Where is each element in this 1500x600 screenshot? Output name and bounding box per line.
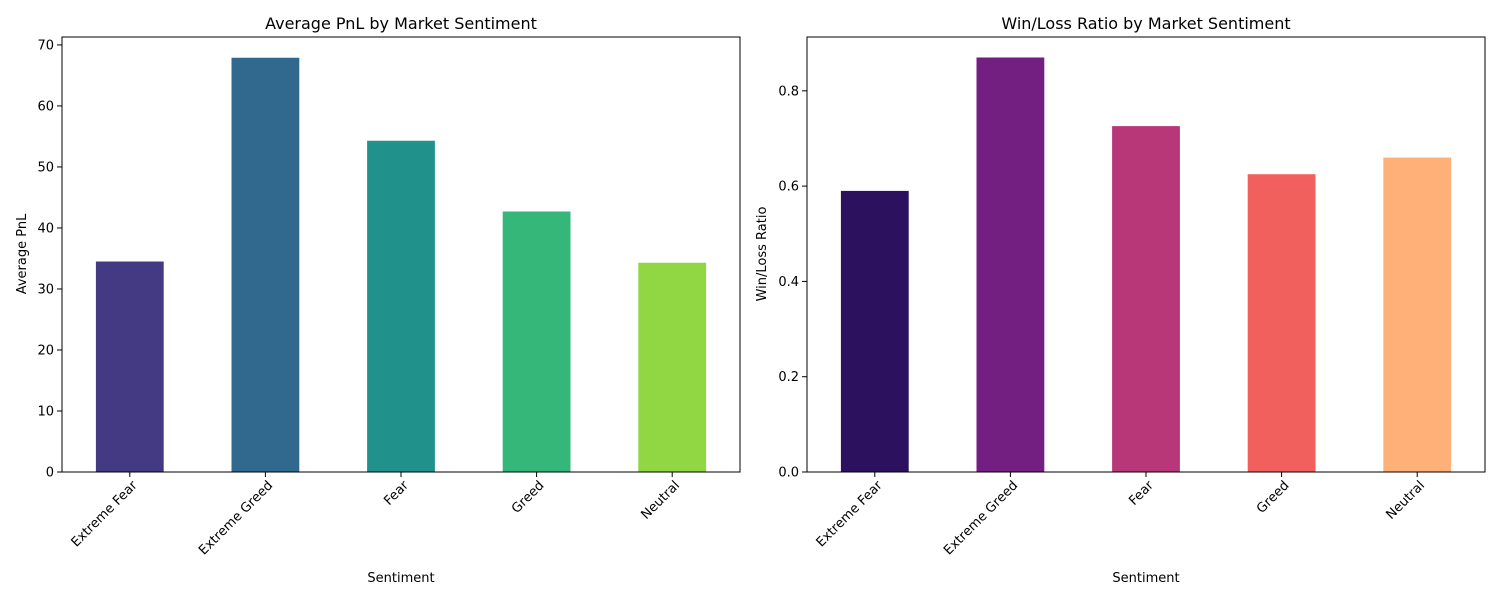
x-axis-label: Sentiment — [367, 571, 434, 586]
bar — [1112, 126, 1180, 473]
chart-title: Average PnL by Market Sentiment — [265, 14, 537, 33]
y-tick-label: 0.6 — [778, 180, 799, 195]
chart-average-pnl: Average PnL by Market Sentiment Sentimen… — [15, 14, 741, 586]
bar — [638, 262, 707, 472]
y-axis-label: Win/Loss Ratio — [755, 207, 770, 302]
bar — [95, 261, 164, 472]
x-axis-label: Sentiment — [1112, 571, 1179, 586]
chart-title: Win/Loss Ratio by Market Sentiment — [1001, 14, 1290, 33]
bar — [1247, 174, 1316, 472]
bar — [1383, 157, 1452, 472]
bar — [840, 190, 909, 473]
bar — [231, 57, 300, 472]
y-axis-ticks: 0.0 0.2 0.4 0.6 0.8 — [778, 84, 807, 481]
y-tick-label: 30 — [37, 282, 54, 297]
y-tick-label: 40 — [37, 221, 54, 236]
y-tick-label: 60 — [37, 99, 54, 114]
y-tick-label: 20 — [37, 343, 54, 358]
bars — [840, 57, 1452, 473]
bar — [502, 211, 571, 472]
plot-frame — [61, 36, 741, 473]
y-tick-label: 10 — [37, 404, 54, 419]
y-tick-label: 0 — [46, 466, 54, 481]
y-axis-ticks: 0 10 20 30 40 50 60 70 — [37, 38, 62, 481]
y-tick-label: 0.4 — [778, 275, 799, 290]
y-tick-label: 50 — [37, 160, 54, 175]
y-tick-label: 0.2 — [778, 370, 799, 385]
bar — [976, 57, 1045, 473]
y-tick-label: 0.0 — [778, 466, 799, 481]
plot-frame — [806, 36, 1486, 473]
y-tick-label: 0.8 — [778, 84, 799, 99]
bars — [95, 57, 707, 473]
y-axis-label: Average PnL — [15, 213, 30, 294]
y-tick-label: 70 — [37, 38, 54, 53]
bar — [367, 140, 435, 473]
